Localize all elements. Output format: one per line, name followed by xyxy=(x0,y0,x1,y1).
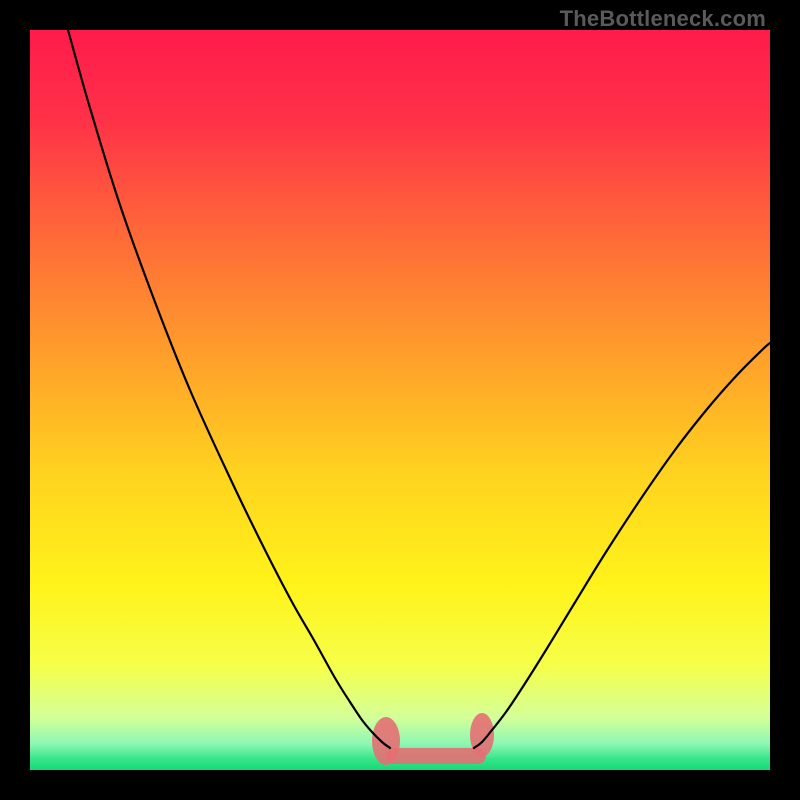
plot-svg xyxy=(30,30,770,770)
watermark-text: TheBottleneck.com xyxy=(560,6,766,32)
gradient-background xyxy=(30,30,770,770)
outer-frame: TheBottleneck.com xyxy=(0,0,800,800)
plot-area xyxy=(30,30,770,770)
band-bar xyxy=(386,748,486,764)
